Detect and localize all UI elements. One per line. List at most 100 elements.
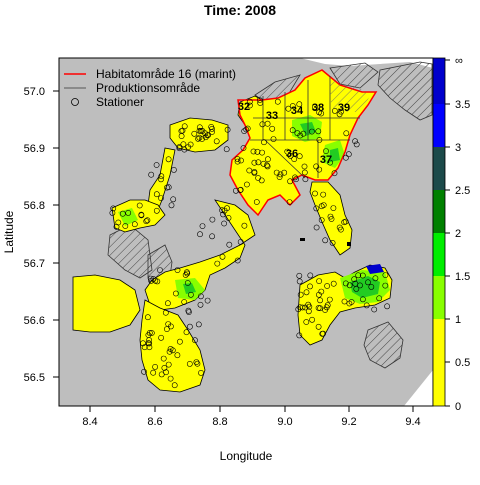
cb-label-2: 1 (455, 314, 461, 326)
station-marker (183, 269, 190, 276)
marker-mark-2 (347, 242, 351, 246)
station-marker (197, 301, 204, 308)
water-central-basin (144, 199, 256, 311)
area-label-38: 38 (312, 102, 324, 114)
colorbar-band-4 (433, 190, 445, 233)
station-marker (196, 124, 203, 131)
station-marker (308, 128, 315, 135)
legend-label-stations: Stationer (96, 95, 144, 109)
station-marker (330, 205, 337, 211)
station-marker (341, 298, 348, 305)
station-marker (303, 319, 310, 325)
station-marker (237, 238, 244, 245)
station-marker (318, 217, 325, 223)
station-marker (144, 217, 151, 224)
station-marker (316, 166, 323, 173)
production-inner-hatch (330, 76, 370, 112)
station-marker (277, 171, 284, 178)
station-marker (181, 299, 188, 305)
station-marker (276, 174, 283, 180)
station-marker (225, 214, 232, 221)
station-marker (180, 141, 187, 148)
station-marker (176, 338, 183, 345)
station-marker (287, 178, 293, 185)
colorbar-band-2 (433, 276, 445, 319)
x-tick-label-3: 9.0 (277, 416, 292, 428)
station-marker (313, 205, 320, 212)
station-marker (342, 218, 349, 225)
station-marker (193, 359, 200, 365)
station-marker (343, 130, 350, 137)
station-marker (359, 296, 366, 303)
station-marker (147, 275, 154, 282)
station-marker (209, 125, 215, 132)
station-marker (195, 321, 202, 328)
y-tick-label-5: 57.0 (24, 86, 45, 98)
station-marker (301, 169, 308, 176)
station-marker (174, 352, 181, 359)
station-marker (150, 276, 157, 282)
legend: Habitatområde 16 (marint) Produktionsomr… (64, 67, 236, 109)
station-marker (251, 159, 258, 166)
station-marker (176, 145, 183, 152)
station-marker (286, 199, 293, 205)
station-marker (146, 344, 153, 351)
station-marker (346, 282, 353, 289)
station-marker (165, 156, 172, 163)
y-tick-label-0: 56.5 (24, 372, 45, 384)
station-marker (351, 276, 358, 283)
station-marker (256, 97, 263, 103)
area-label-39: 39 (338, 102, 350, 114)
station-marker (172, 290, 179, 297)
station-marker (122, 223, 129, 229)
station-marker (199, 223, 206, 229)
station-marker (146, 337, 152, 343)
station-marker (167, 375, 174, 382)
open-sea-top (300, 58, 433, 68)
station-marker (209, 129, 215, 135)
station-marker (110, 205, 117, 212)
station-marker (240, 145, 247, 151)
area-label-33: 33 (266, 110, 278, 122)
station-marker (372, 275, 379, 282)
station-marker (259, 121, 266, 128)
station-marker (170, 196, 177, 203)
station-marker (327, 159, 333, 166)
cb-label-8: ∞ (455, 55, 463, 67)
station-marker (331, 170, 338, 177)
station-marker (204, 297, 211, 304)
station-marker (270, 136, 277, 142)
station-marker (145, 340, 152, 346)
station-marker (136, 202, 143, 209)
x-axis: 8.4 8.6 8.8 9.0 9.2 9.4 (82, 406, 421, 428)
station-marker (342, 154, 349, 161)
station-marker (234, 257, 241, 264)
station-marker (158, 176, 164, 183)
y-tick-label-1: 56.6 (24, 315, 45, 327)
water-central-dark-green (183, 283, 196, 294)
station-marker (297, 291, 304, 298)
marker-mark-1 (300, 238, 305, 241)
station-marker (291, 156, 298, 162)
station-marker (164, 300, 171, 307)
station-marker (170, 166, 177, 173)
station-marker (148, 277, 155, 284)
station-marker (263, 162, 270, 169)
station-marker (150, 369, 157, 376)
station-marker (259, 149, 265, 156)
station-marker (192, 337, 198, 344)
station-marker (318, 110, 325, 117)
station-marker (357, 282, 363, 289)
station-marker (157, 267, 163, 273)
station-marker (187, 291, 194, 298)
station-marker (209, 216, 216, 223)
station-marker (260, 160, 267, 167)
colorbar-band-0 (433, 362, 445, 406)
station-marker (363, 302, 370, 309)
station-marker (337, 226, 344, 233)
station-marker (146, 329, 153, 336)
station-marker (160, 355, 167, 362)
y-tick-label-4: 56.9 (24, 143, 45, 155)
station-marker (327, 213, 334, 220)
station-marker (371, 306, 378, 313)
